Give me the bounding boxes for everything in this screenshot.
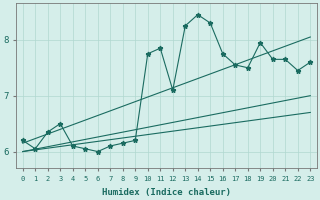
X-axis label: Humidex (Indice chaleur): Humidex (Indice chaleur) [102, 188, 231, 197]
